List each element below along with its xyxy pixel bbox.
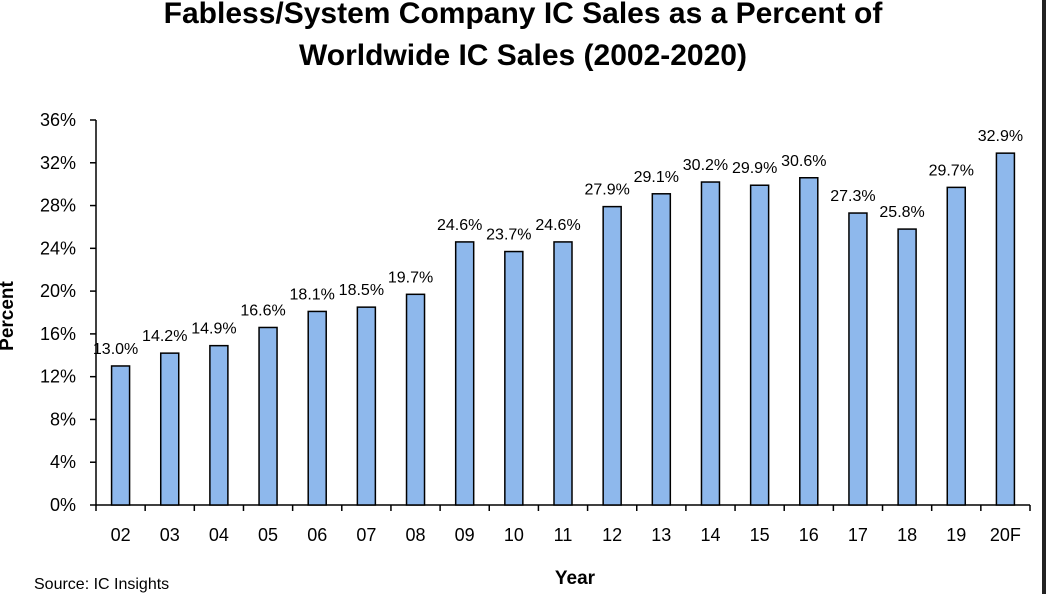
x-tick-label: 19 xyxy=(946,525,966,545)
x-tick-label: 03 xyxy=(160,525,180,545)
bar xyxy=(209,344,229,506)
bar xyxy=(356,306,377,506)
bar xyxy=(110,365,131,506)
data-label: 13.0% xyxy=(93,341,138,358)
bar xyxy=(946,186,967,506)
data-label: 27.9% xyxy=(584,182,629,199)
data-label: 24.6% xyxy=(437,217,482,234)
x-tick-label: 16 xyxy=(799,525,819,545)
x-tick-label: 07 xyxy=(356,525,376,545)
bar xyxy=(553,241,573,506)
y-tick-label: 28% xyxy=(40,196,76,216)
data-label: 19.7% xyxy=(388,269,433,286)
data-label: 18.5% xyxy=(339,282,384,299)
chart-title-line-1: Fabless/System Company IC Sales as a Per… xyxy=(163,0,883,30)
x-tick-label: 10 xyxy=(504,525,524,545)
bar xyxy=(258,326,278,506)
bar xyxy=(799,177,819,506)
x-tick-label: 09 xyxy=(455,525,475,545)
y-tick-label: 16% xyxy=(40,324,76,344)
data-label: 30.6% xyxy=(781,153,826,170)
data-label: 14.2% xyxy=(142,328,187,345)
window-edge xyxy=(1042,0,1046,594)
bar xyxy=(700,181,721,506)
y-tick-label: 20% xyxy=(40,281,76,301)
bar xyxy=(454,241,475,506)
x-axis-title: Year xyxy=(555,568,596,589)
x-tick-label: 11 xyxy=(554,525,573,545)
x-tick-label: 06 xyxy=(307,525,327,545)
bar xyxy=(307,310,327,506)
bar xyxy=(651,193,672,506)
x-tick-label: 20F xyxy=(990,525,1021,545)
x-tick-label: 18 xyxy=(897,525,917,545)
y-tick-label: 0% xyxy=(50,495,76,515)
data-label: 25.8% xyxy=(879,204,924,221)
bar xyxy=(749,184,770,506)
x-tick-label: 15 xyxy=(750,525,770,545)
bar xyxy=(405,293,426,506)
data-label: 32.9% xyxy=(978,128,1023,145)
chart-title-line-2: Worldwide IC Sales (2002-2020) xyxy=(299,39,747,72)
data-label: 27.3% xyxy=(830,188,875,205)
data-label: 29.1% xyxy=(634,169,679,186)
bar xyxy=(159,352,180,506)
bar xyxy=(504,250,524,506)
y-tick-label: 36% xyxy=(40,110,76,130)
bar xyxy=(602,205,622,506)
y-tick-label: 32% xyxy=(40,153,76,173)
x-tick-label: 08 xyxy=(406,525,426,545)
y-tick-label: 12% xyxy=(40,367,76,387)
x-tick-label: 04 xyxy=(209,525,229,545)
data-label: 24.6% xyxy=(535,217,580,234)
bar xyxy=(995,152,1016,506)
data-label: 29.9% xyxy=(732,160,777,177)
x-tick-label: 13 xyxy=(651,525,671,545)
data-label: 23.7% xyxy=(486,227,531,244)
data-label: 30.2% xyxy=(683,157,728,174)
y-tick-label: 24% xyxy=(40,238,76,258)
bar xyxy=(848,212,868,506)
bar xyxy=(897,228,917,506)
x-tick-label: 05 xyxy=(258,525,278,545)
data-label: 14.9% xyxy=(191,321,236,338)
y-axis-title: Percent xyxy=(0,280,18,350)
y-tick-label: 4% xyxy=(50,452,76,472)
x-tick-label: 02 xyxy=(111,525,131,545)
data-label: 18.1% xyxy=(290,286,335,303)
data-label: 16.6% xyxy=(240,302,285,319)
x-tick-label: 14 xyxy=(700,525,720,545)
y-tick-label: 8% xyxy=(50,409,76,429)
data-label: 29.7% xyxy=(929,162,974,179)
source-note: Source: IC Insights xyxy=(34,576,170,593)
x-tick-label: 17 xyxy=(848,525,868,545)
x-tick-label: 12 xyxy=(602,525,622,545)
